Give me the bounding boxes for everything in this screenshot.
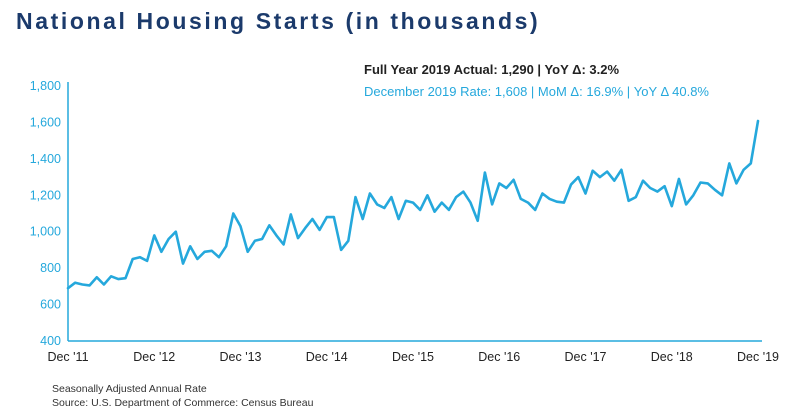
footnotes: Seasonally Adjusted Annual Rate Source: … xyxy=(52,382,313,410)
y-tick-label: 1,600 xyxy=(30,115,61,129)
series-group xyxy=(66,119,760,290)
y-tick-label: 1,000 xyxy=(30,225,61,239)
x-tick-label: Dec '13 xyxy=(220,350,262,364)
x-axis-ticks: Dec '11 Dec '12 Dec '13 Dec '14 Dec '15 Dec '… xyxy=(47,350,779,364)
x-tick-label: Dec '19 xyxy=(737,350,779,364)
x-tick-label: Dec '17 xyxy=(565,350,607,364)
x-tick-label: Dec '18 xyxy=(651,350,693,364)
x-tick-label: Dec '15 xyxy=(392,350,434,364)
y-tick-label: 800 xyxy=(40,261,61,275)
housing-starts-line xyxy=(66,119,760,290)
y-tick-label: 400 xyxy=(40,334,61,348)
x-tick-label: Dec '14 xyxy=(306,350,348,364)
chart-title: National Housing Starts (in thousands) xyxy=(16,8,541,34)
x-tick-label: Dec '11 xyxy=(47,350,88,364)
footnote-adjustment: Seasonally Adjusted Annual Rate xyxy=(52,383,207,395)
footnote-source: Source: U.S. Department of Commerce: Cen… xyxy=(52,397,314,409)
y-tick-label: 1,200 xyxy=(30,188,61,202)
x-tick-label: Dec '16 xyxy=(478,350,520,364)
december-rate-annotation: December 2019 Rate: 1,608 | MoM Δ: 16.9%… xyxy=(364,84,709,99)
axes xyxy=(67,82,762,342)
y-tick-label: 600 xyxy=(40,298,61,312)
x-tick-label: Dec '12 xyxy=(133,350,175,364)
y-tick-label: 1,800 xyxy=(30,79,61,93)
y-tick-label: 1,400 xyxy=(30,152,61,166)
full-year-annotation: Full Year 2019 Actual: 1,290 | YoY Δ: 3.… xyxy=(364,62,620,77)
y-axis-ticks: 400 600 800 1,000 1,200 1,400 1,600 1,800 xyxy=(30,79,61,348)
